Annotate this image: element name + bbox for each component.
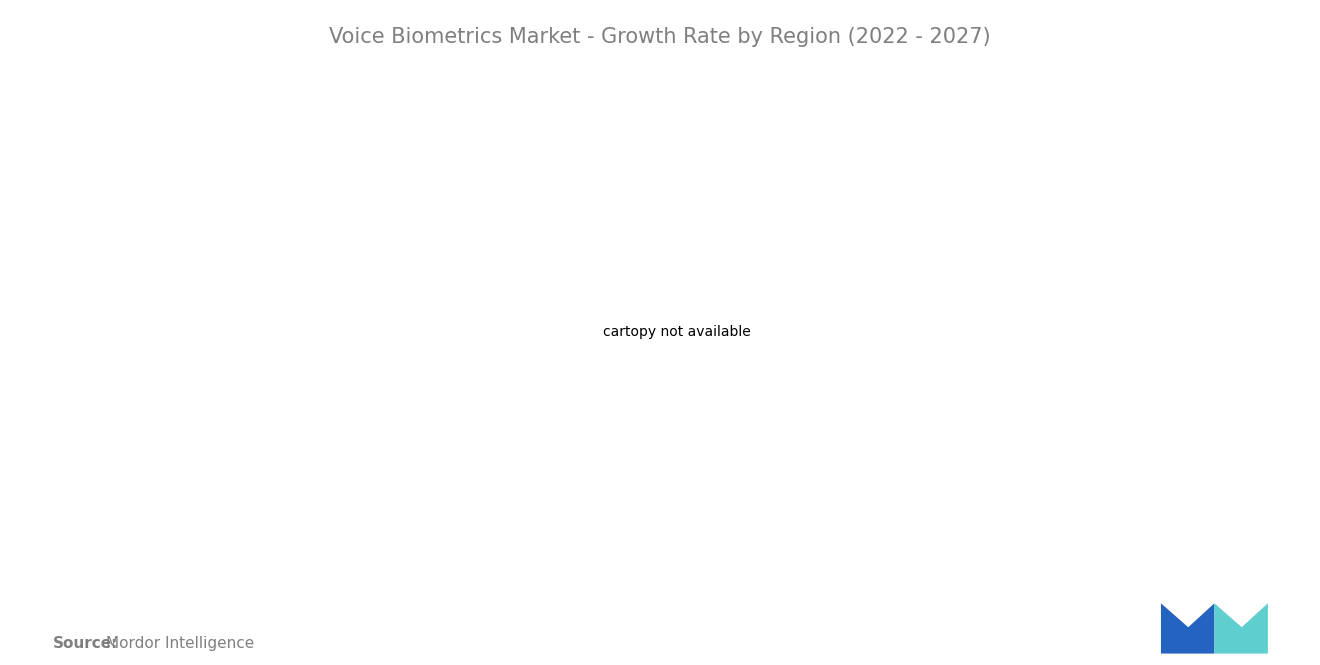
Text: Mordor Intelligence: Mordor Intelligence (106, 636, 253, 652)
Text: cartopy not available: cartopy not available (603, 325, 750, 339)
Text: Source:: Source: (53, 636, 119, 652)
Polygon shape (1162, 603, 1214, 654)
Polygon shape (1214, 603, 1267, 654)
Text: Voice Biometrics Market - Growth Rate by Region (2022 - 2027): Voice Biometrics Market - Growth Rate by… (329, 27, 991, 47)
